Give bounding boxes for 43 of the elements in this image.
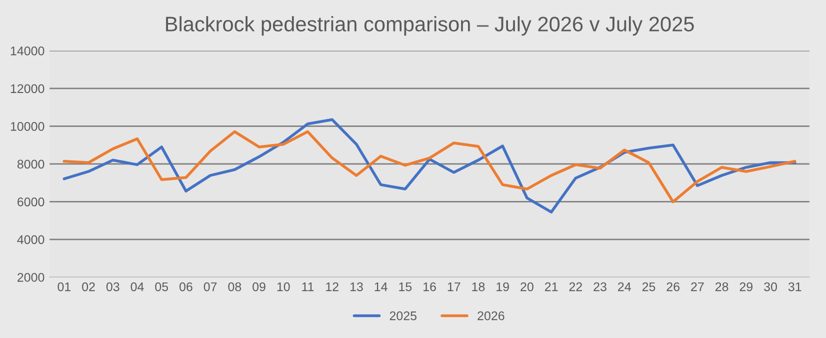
x-tick-label: 19 (496, 282, 509, 292)
x-tick-label: 25 (642, 282, 656, 292)
x-tick-label: 24 (618, 282, 631, 292)
x-tick-label: 28 (715, 282, 728, 292)
y-tick-label: 12000 (10, 84, 44, 94)
x-tick-label: 17 (448, 282, 460, 292)
x-tick-label: 10 (277, 282, 290, 292)
x-tick-label: 22 (569, 282, 582, 292)
x-tick-label: 07 (204, 282, 217, 292)
x-tick-label: 23 (594, 282, 606, 292)
x-tick-label: 01 (58, 282, 71, 292)
y-tick-label: 2000 (18, 272, 44, 282)
y-tick-label: 8000 (17, 160, 44, 169)
x-tick-label: 15 (399, 282, 412, 292)
x-tick-label: 27 (691, 282, 704, 292)
line-series (62, 118, 796, 214)
x-tick-label: 03 (106, 282, 120, 292)
x-tick-label: 11 (302, 282, 314, 292)
x-tick-label: 18 (472, 282, 485, 292)
x-tick-label: 08 (228, 282, 242, 292)
x-tick-label: 21 (544, 282, 558, 292)
y-tick-label: 14000 (10, 46, 44, 56)
y-tick-label: 4000 (17, 235, 44, 244)
x-tick-label: 20 (520, 282, 534, 292)
y-tick-label: 10000 (10, 122, 44, 131)
x-tick-label: 04 (130, 282, 144, 292)
legend-label: 2025 (390, 311, 416, 320)
x-tick-label: 12 (326, 282, 338, 292)
legend-label: 2026 (478, 311, 504, 320)
x-tick-label: 29 (740, 282, 753, 292)
x-tick-label: 13 (350, 282, 363, 292)
chart-title: Blackrock pedestrian comparison – July 2026 v July 2025 (166, 16, 694, 36)
y-tick-label: 6000 (18, 197, 44, 206)
x-tick-label: 09 (252, 282, 266, 292)
x-tick-label: 31 (788, 282, 802, 292)
x-tick-label: 05 (155, 282, 168, 292)
x-tick-label: 16 (424, 282, 436, 292)
x-tick-label: 02 (82, 282, 95, 292)
line-series (62, 130, 796, 204)
x-tick-label: 26 (666, 282, 680, 292)
x-tick-label: 14 (374, 282, 388, 292)
x-tick-label: 06 (179, 282, 192, 292)
x-tick-label: 30 (764, 282, 777, 292)
